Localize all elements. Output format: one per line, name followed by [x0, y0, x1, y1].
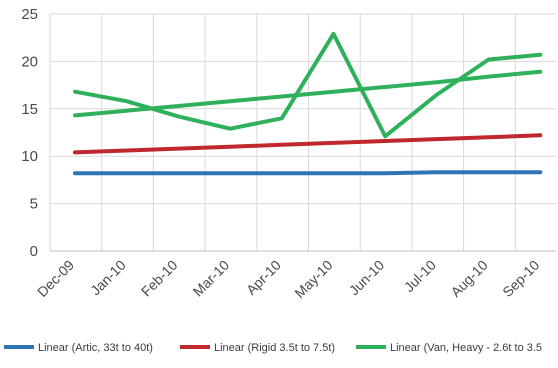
- grid-layer: [49, 13, 556, 252]
- y-tick-label: 10: [21, 148, 38, 165]
- legend: Linear (Artic, 33t to 40t) Linear (Rigid …: [4, 342, 542, 354]
- x-tick-label: Dec-09: [34, 257, 77, 300]
- y-tick-label: 20: [21, 53, 38, 70]
- x-tick-label: Sep-10: [499, 257, 542, 300]
- series-layer: [73, 31, 543, 176]
- legend-label: Linear (Rigid 3.5t to 7.5t): [214, 342, 335, 354]
- x-tick-label: Jul-10: [401, 257, 439, 295]
- x-tick-label: Jan-10: [87, 257, 129, 299]
- x-tick-label: Jun-10: [346, 257, 388, 299]
- y-tick-label: 0: [30, 243, 38, 260]
- series-line-1: [73, 170, 543, 176]
- series-line-4: [73, 31, 543, 139]
- legend-label: Linear (Artic, 33t to 40t): [38, 342, 153, 354]
- legend-label: Linear (Van, Heavy - 2.6t to 3.5: [390, 342, 542, 354]
- y-tick-label: 15: [21, 101, 38, 118]
- series-line-2: [73, 133, 543, 155]
- x-tick-label: Aug-10: [447, 257, 490, 300]
- y-tick-label: 5: [30, 196, 38, 213]
- x-tick-label: Feb-10: [138, 257, 181, 300]
- y-tick-label: 25: [21, 6, 38, 23]
- x-tick-label: Apr-10: [243, 257, 284, 298]
- x-tick-label: Mar-10: [190, 257, 233, 300]
- x-tick-label: May-10: [291, 257, 335, 301]
